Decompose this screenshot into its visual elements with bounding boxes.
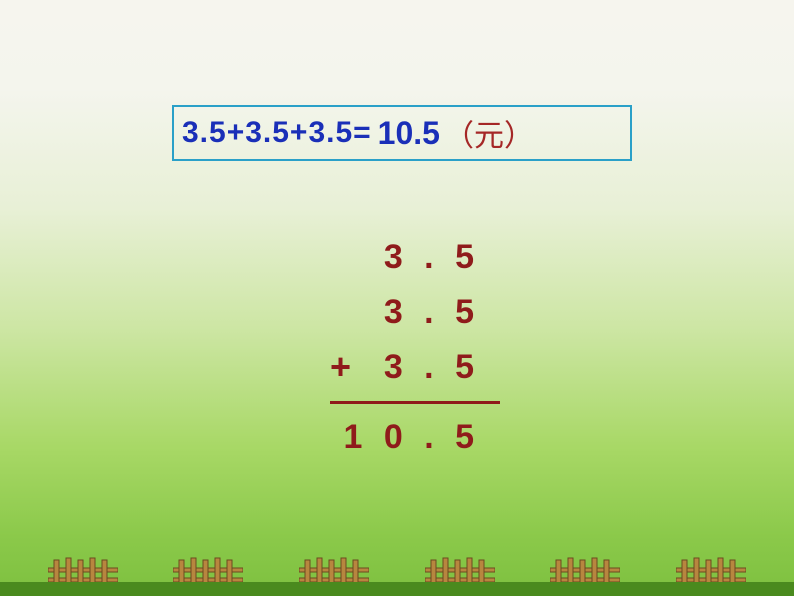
grass-strip	[0, 582, 794, 596]
equation-result: 10.5	[378, 115, 440, 152]
addend-row: + 3 . 5	[260, 340, 540, 395]
addend-row: 3 . 5	[260, 285, 540, 340]
addition-result: 1 0 . 5	[260, 412, 540, 462]
plus-sign: +	[330, 346, 351, 388]
addend-row: 3 . 5	[260, 230, 540, 285]
addition-line	[330, 401, 500, 404]
equation-unit: （元）	[444, 111, 534, 155]
equation-box: 3.5+3.5+3.5= 10.5 （元）	[172, 105, 632, 161]
vertical-addition: 3 . 5 3 . 5 + 3 . 5 1 0 . 5	[260, 230, 540, 462]
addend-value: 3 . 5	[384, 348, 480, 387]
equation-expression: 3.5+3.5+3.5=	[182, 116, 372, 150]
